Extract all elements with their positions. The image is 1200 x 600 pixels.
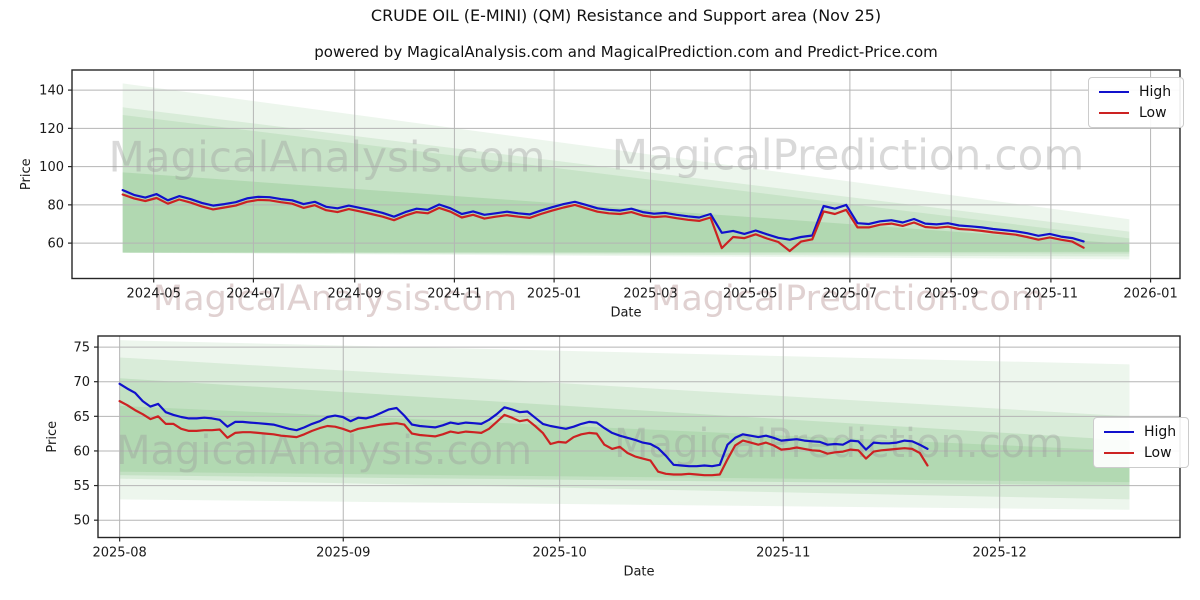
x-tick-label: 2025-10 [532,546,586,561]
high-price-line [118,382,929,468]
watermark-text: MagicalPrediction.com [651,279,1045,319]
x-tick-label: 2025-01 [527,287,581,302]
support-resistance-band [122,107,1130,257]
y-axis-label: Price [45,421,60,453]
support-resistance-band [122,114,1130,254]
high-line-swatch [1104,431,1134,433]
support-resistance-band [119,405,1130,483]
chart-title: CRUDE OIL (E-MINI) (QM) Resistance and S… [370,6,882,25]
plot-frame [71,69,1181,280]
y-tick-label: 55 [73,479,90,494]
x-axis-label: Date [610,306,641,321]
x-axis-label: Date [623,565,654,580]
y-tick-label: 100 [39,160,64,175]
y-tick-label: 140 [39,84,64,99]
x-tick-label: 2024-09 [328,287,382,302]
high-price-line [121,189,1085,243]
y-tick-label: 75 [73,341,90,356]
y-tick-label: 65 [73,410,90,425]
high-line-swatch [1099,91,1129,93]
y-tick-label: 50 [73,514,90,529]
watermark-text: MagicalPrediction.com [612,131,1085,180]
legend-bottom-chart: High Low [1093,417,1190,468]
support-resistance-band [119,340,1130,510]
x-tick-label: 2025-03 [623,287,677,302]
y-tick-label: 70 [73,375,90,390]
x-tick-label: 2024-07 [226,287,280,302]
low-price-line [121,193,1085,253]
legend-label-high: High [1144,424,1177,440]
legend-label-high: High [1139,84,1172,100]
x-tick-label: 2025-05 [723,287,777,302]
y-tick-label: 60 [47,237,64,252]
low-price-line [118,400,929,477]
x-tick-label: 2026-01 [1123,287,1177,302]
watermark-text: MagicalAnalysis.com [109,133,546,182]
legend-item-high: High [1104,425,1176,439]
legend-item-low: Low [1104,446,1176,460]
x-tick-label: 2024-05 [127,287,181,302]
x-tick-label: 2025-09 [316,546,370,561]
low-line-swatch [1099,112,1129,114]
chart-subtitle: powered by MagicalAnalysis.com and Magic… [314,43,938,61]
y-tick-label: 120 [39,122,64,137]
x-tick-label: 2024-11 [427,287,481,302]
support-resistance-band [119,378,1130,486]
x-tick-label: 2025-12 [973,546,1027,561]
legend-label-low: Low [1144,445,1172,461]
y-tick-label: 60 [73,444,90,459]
x-tick-label: 2025-11 [1024,287,1078,302]
y-tick-label: 80 [47,198,64,213]
x-tick-label: 2025-07 [823,287,877,302]
legend-item-high: High [1099,85,1171,99]
x-tick-label: 2025-08 [92,546,146,561]
support-resistance-band [119,357,1130,500]
x-tick-label: 2025-09 [924,287,978,302]
legend-top-chart: High Low [1088,77,1185,128]
x-tick-label: 2025-11 [756,546,810,561]
low-line-swatch [1104,452,1134,454]
legend-item-low: Low [1099,106,1171,120]
y-axis-label: Price [19,158,34,190]
watermark-text: MagicalAnalysis.com [152,279,518,319]
legend-label-low: Low [1139,105,1167,121]
watermark-text: MagicalAnalysis.com [116,428,532,474]
